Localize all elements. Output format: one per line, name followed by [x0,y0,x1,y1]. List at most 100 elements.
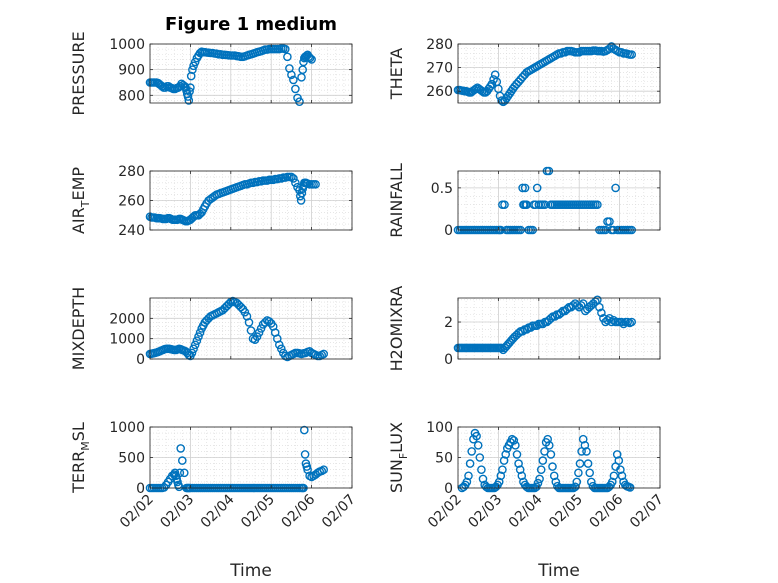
data-point [246,326,256,335]
data-point [283,52,292,62]
data-point [617,317,626,327]
axes-box [149,297,353,360]
y-tick-label: 1000 [109,332,145,348]
data-point [518,183,527,193]
subplot-h2omixra: 0 2 H2OMIXRA [387,286,661,372]
x-tick-label: 02/03 [157,492,197,532]
data-point [572,477,582,487]
data-point [536,465,546,475]
x-axis-label: Time [537,561,580,581]
y-tick-label: 0 [136,481,145,497]
y-tick-label: 2000 [109,311,145,327]
x-tick-label: 02/05 [546,492,586,532]
data-point [533,478,543,488]
data-point [195,328,205,337]
axes-box [149,43,353,104]
data-point [159,483,169,492]
data-point [300,450,310,459]
data-point [520,183,530,193]
x-tick-label: 02/07 [319,492,359,532]
subplot-sun-flux: 0 50 100 SUNFLUX 02/02 02/03 02/04 02/05 02/06 02… [387,420,667,581]
data-point [192,336,202,346]
data-point [550,312,560,321]
data-point [311,179,320,189]
y-tick-label: 2 [444,315,453,331]
y-axis-label: AIRTEMP [69,167,92,234]
y-tick-label: 900 [118,63,145,79]
data-point [543,434,553,444]
subplot-theta: 260 270 280 THETA [387,37,661,107]
data-point [176,444,185,453]
y-tick-label: 0 [444,223,453,239]
y-axis-label: H2OMIXRA [387,286,406,372]
data-point [574,468,583,478]
data-point [252,332,262,341]
data-point [614,456,624,465]
data-point [260,318,270,327]
data-point [616,465,625,475]
data-point [538,319,548,329]
series-markers [145,172,320,226]
data-point [546,313,556,323]
data-point [305,53,315,63]
y-tick-label: 0 [444,481,453,497]
data-point [578,299,588,308]
y-tick-label: 1000 [109,420,145,436]
data-point [498,465,507,475]
data-point [188,65,197,74]
y-tick-label: 1000 [109,37,145,53]
data-point [319,349,329,359]
data-point [254,328,264,337]
y-axis-label: SUNFLUX [387,422,410,493]
data-point [603,315,612,325]
data-point [467,447,477,456]
data-point [177,456,187,465]
data-point [578,434,588,444]
data-point [625,483,635,492]
data-point [605,217,614,226]
y-axis-label: PRESSURE [69,31,88,115]
data-point [514,328,523,338]
data-point [189,344,198,354]
data-point [184,96,194,105]
data-point [512,450,522,459]
series-markers [145,296,329,362]
data-point [608,477,617,487]
data-point [487,79,497,89]
x-axis-label: Time [229,561,272,581]
y-axis-label: MIXDEPTH [69,287,88,370]
data-point [291,178,300,188]
x-tick-label: 02/04 [198,491,238,531]
y-tick-label: 50 [435,451,453,467]
data-point [190,57,200,67]
data-point [462,477,472,487]
data-point [274,340,284,350]
data-point [532,321,542,331]
subplot-mixdepth: 0 1000 2000 MIXDEPTH [69,287,353,370]
series-markers [453,295,637,355]
data-point [494,477,504,487]
data-point [185,87,194,96]
data-point [256,324,266,333]
data-point [545,440,554,450]
subplot-pressure: 800 900 1000 PRESSURE [69,31,353,116]
x-tick-label: 02/07 [627,492,667,532]
data-point [617,471,627,481]
subplot-air-temp: 240 260 280 AIRTEMP [69,164,353,239]
data-point [287,172,296,182]
data-point [627,317,637,327]
x-tick-label: 02/06 [279,491,319,531]
data-point [319,465,329,475]
axes-box [457,43,661,104]
data-point [276,344,286,354]
data-point [500,200,509,209]
data-point [478,474,488,484]
series-markers [145,44,316,106]
y-axis-label: RAINFALL [387,163,406,238]
axes-box [457,297,661,360]
data-point [582,447,591,456]
data-point [289,174,298,183]
data-point [514,459,523,468]
